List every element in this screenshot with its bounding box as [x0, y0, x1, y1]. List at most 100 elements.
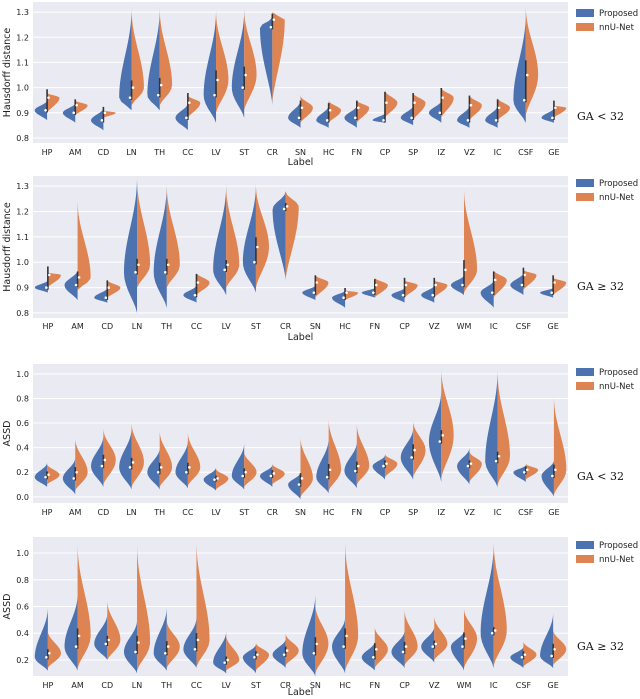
- median-proposed: [282, 207, 286, 211]
- panel-assd-ga-lt-32: 0.0 0.2 0.4 0.6 0.8 1.0 ASSD HP AM CD LN TH CC LV ST CR…: [2, 364, 638, 517]
- median-proposed: [241, 474, 244, 478]
- x-tick-label: CSF: [518, 148, 534, 157]
- median-nnunet: [159, 83, 163, 87]
- violin-proposed-am: [62, 457, 76, 495]
- violin-proposed-st: [231, 9, 245, 118]
- violin-proposed-ln: [123, 619, 138, 674]
- median-proposed: [163, 651, 167, 655]
- median-nnunet: [497, 454, 501, 458]
- median-proposed: [253, 260, 256, 264]
- x-tick-label: AM: [71, 322, 83, 331]
- x-tick-label: CSF: [516, 322, 532, 331]
- ga-annotation: GA < 32: [577, 110, 624, 123]
- legend-label-nnunet: nnU-Net: [599, 193, 635, 203]
- violin-proposed-iz: [428, 389, 442, 483]
- violin-proposed-am: [64, 269, 78, 301]
- violin-nnunet-fn: [374, 626, 388, 668]
- median-proposed: [461, 283, 464, 287]
- legend-swatch-nnunet: [576, 555, 594, 563]
- violin-proposed-ic: [480, 279, 494, 308]
- violin-proposed-sp: [400, 427, 414, 480]
- median-proposed: [551, 474, 554, 478]
- violin-proposed-ic: [485, 105, 498, 128]
- median-nnunet: [434, 283, 438, 287]
- median-nnunet: [464, 637, 467, 640]
- median-proposed: [466, 464, 470, 468]
- median-proposed: [282, 653, 286, 656]
- violin-nnunet-cc: [187, 95, 201, 118]
- x-tick-label: LV: [211, 148, 221, 157]
- median-nnunet: [525, 468, 529, 472]
- violin-nnunet-wm: [463, 186, 478, 293]
- violin-nnunet-hc: [328, 418, 342, 491]
- median-nnunet: [131, 461, 135, 464]
- violin-proposed-csf: [513, 12, 526, 123]
- x-tick-label: TH: [160, 322, 172, 331]
- median-proposed: [401, 293, 405, 297]
- x-tick-label: SN: [295, 508, 306, 517]
- x-tick-label: CD: [98, 148, 110, 157]
- x-tick-label: SN: [310, 322, 321, 331]
- violin-proposed-cp: [372, 455, 385, 480]
- x-tick-label: IZ: [437, 508, 445, 517]
- x-tick-label: FN: [352, 508, 363, 517]
- y-tick-label: 0.8: [16, 134, 29, 143]
- median-nnunet: [103, 111, 107, 115]
- violin-nnunet-hc: [328, 100, 342, 123]
- x-tick-label: SP: [408, 148, 418, 157]
- median-proposed: [522, 98, 526, 102]
- violin-nnunet-ic: [493, 539, 507, 666]
- violin-nnunet-ic: [493, 269, 507, 298]
- legend-label-proposed: Proposed: [599, 541, 638, 551]
- median-nnunet: [315, 642, 319, 646]
- y-tick-label: 1.3: [16, 182, 29, 191]
- violin-nnunet-hp: [47, 272, 61, 288]
- median-proposed: [128, 466, 132, 469]
- x-tick-label: SP: [408, 508, 418, 517]
- violin-nnunet-th: [166, 183, 180, 288]
- median-nnunet: [77, 634, 81, 638]
- median-nnunet: [525, 73, 529, 77]
- violin-proposed-lv: [203, 9, 217, 123]
- y-tick-label: 1.2: [16, 33, 29, 42]
- legend-swatch-nnunet: [576, 193, 594, 201]
- median-proposed: [156, 470, 160, 474]
- median-nnunet: [523, 273, 527, 277]
- median-nnunet: [285, 649, 289, 652]
- violin-proposed-cp: [391, 630, 405, 668]
- median-proposed: [100, 464, 104, 468]
- median-proposed: [490, 631, 494, 635]
- median-nnunet: [244, 470, 247, 474]
- violin-nnunet-cr: [272, 463, 285, 485]
- median-nnunet: [256, 245, 259, 249]
- median-proposed: [134, 271, 137, 274]
- y-tick-label: 0.6: [16, 603, 29, 612]
- median-nnunet: [159, 466, 163, 469]
- violin-nnunet-hp: [47, 463, 60, 485]
- violin-nnunet-cd: [107, 599, 121, 660]
- y-tick-label: 1.0: [16, 258, 29, 267]
- violin-proposed-wm: [450, 274, 464, 296]
- median-proposed: [134, 650, 137, 654]
- violin-proposed-vz: [457, 105, 470, 128]
- x-tick-label: HC: [323, 508, 335, 517]
- violin-nnunet-csf: [523, 269, 537, 291]
- x-tick-label: CR: [267, 508, 279, 517]
- x-tick-label: HP: [42, 681, 53, 690]
- median-proposed: [494, 119, 498, 122]
- median-nnunet: [272, 472, 276, 475]
- violin-proposed-hc: [332, 290, 346, 308]
- violin-proposed-lv: [213, 630, 227, 674]
- median-proposed: [410, 116, 413, 120]
- median-nnunet: [441, 434, 445, 437]
- violin-proposed-ln: [119, 7, 132, 111]
- x-tick-label: VZ: [464, 508, 475, 517]
- x-tick-label: HC: [339, 322, 351, 331]
- violin-proposed-fn: [344, 441, 357, 489]
- violin-nnunet-ln: [137, 176, 151, 288]
- median-nnunet: [48, 273, 51, 277]
- x-tick-label: IC: [494, 148, 502, 157]
- violin-proposed-fn: [361, 641, 375, 671]
- violin-nnunet-csf: [523, 641, 537, 667]
